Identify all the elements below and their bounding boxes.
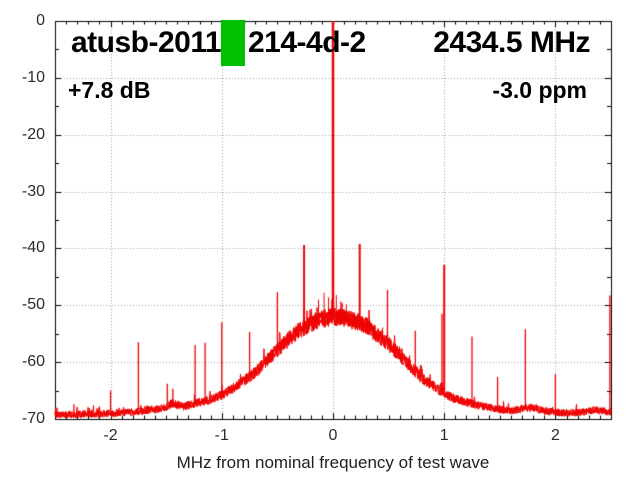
power-offset-label: +7.8 dB [68, 77, 151, 103]
ppm-offset-label: -3.0 ppm [492, 77, 587, 103]
x-tick-label: 1 [439, 427, 449, 444]
x-axis-title: MHz from nominal frequency of test wave [176, 453, 490, 472]
x-tick-label: -1 [214, 427, 229, 444]
y-tick-label: -70 [21, 410, 45, 427]
y-tick-label: 0 [36, 12, 45, 29]
y-tick-label: -30 [21, 182, 45, 200]
y-tick-label: -20 [21, 125, 45, 143]
device-id-suffix-label: 214-4d-2 [248, 26, 366, 59]
x-tick-label: 2 [550, 427, 560, 444]
y-tick-label: -40 [21, 239, 45, 257]
center-frequency-label: 2434.5 MHz [433, 26, 590, 59]
green-marker-block [221, 20, 245, 66]
y-tick-label: -50 [21, 296, 45, 314]
device-id-label: atusb-2011 [71, 26, 222, 59]
y-tick-label: -10 [21, 68, 45, 86]
x-tick-label: -2 [103, 427, 118, 444]
x-tick-label: 0 [328, 427, 338, 444]
y-tick-label: -60 [21, 353, 45, 371]
